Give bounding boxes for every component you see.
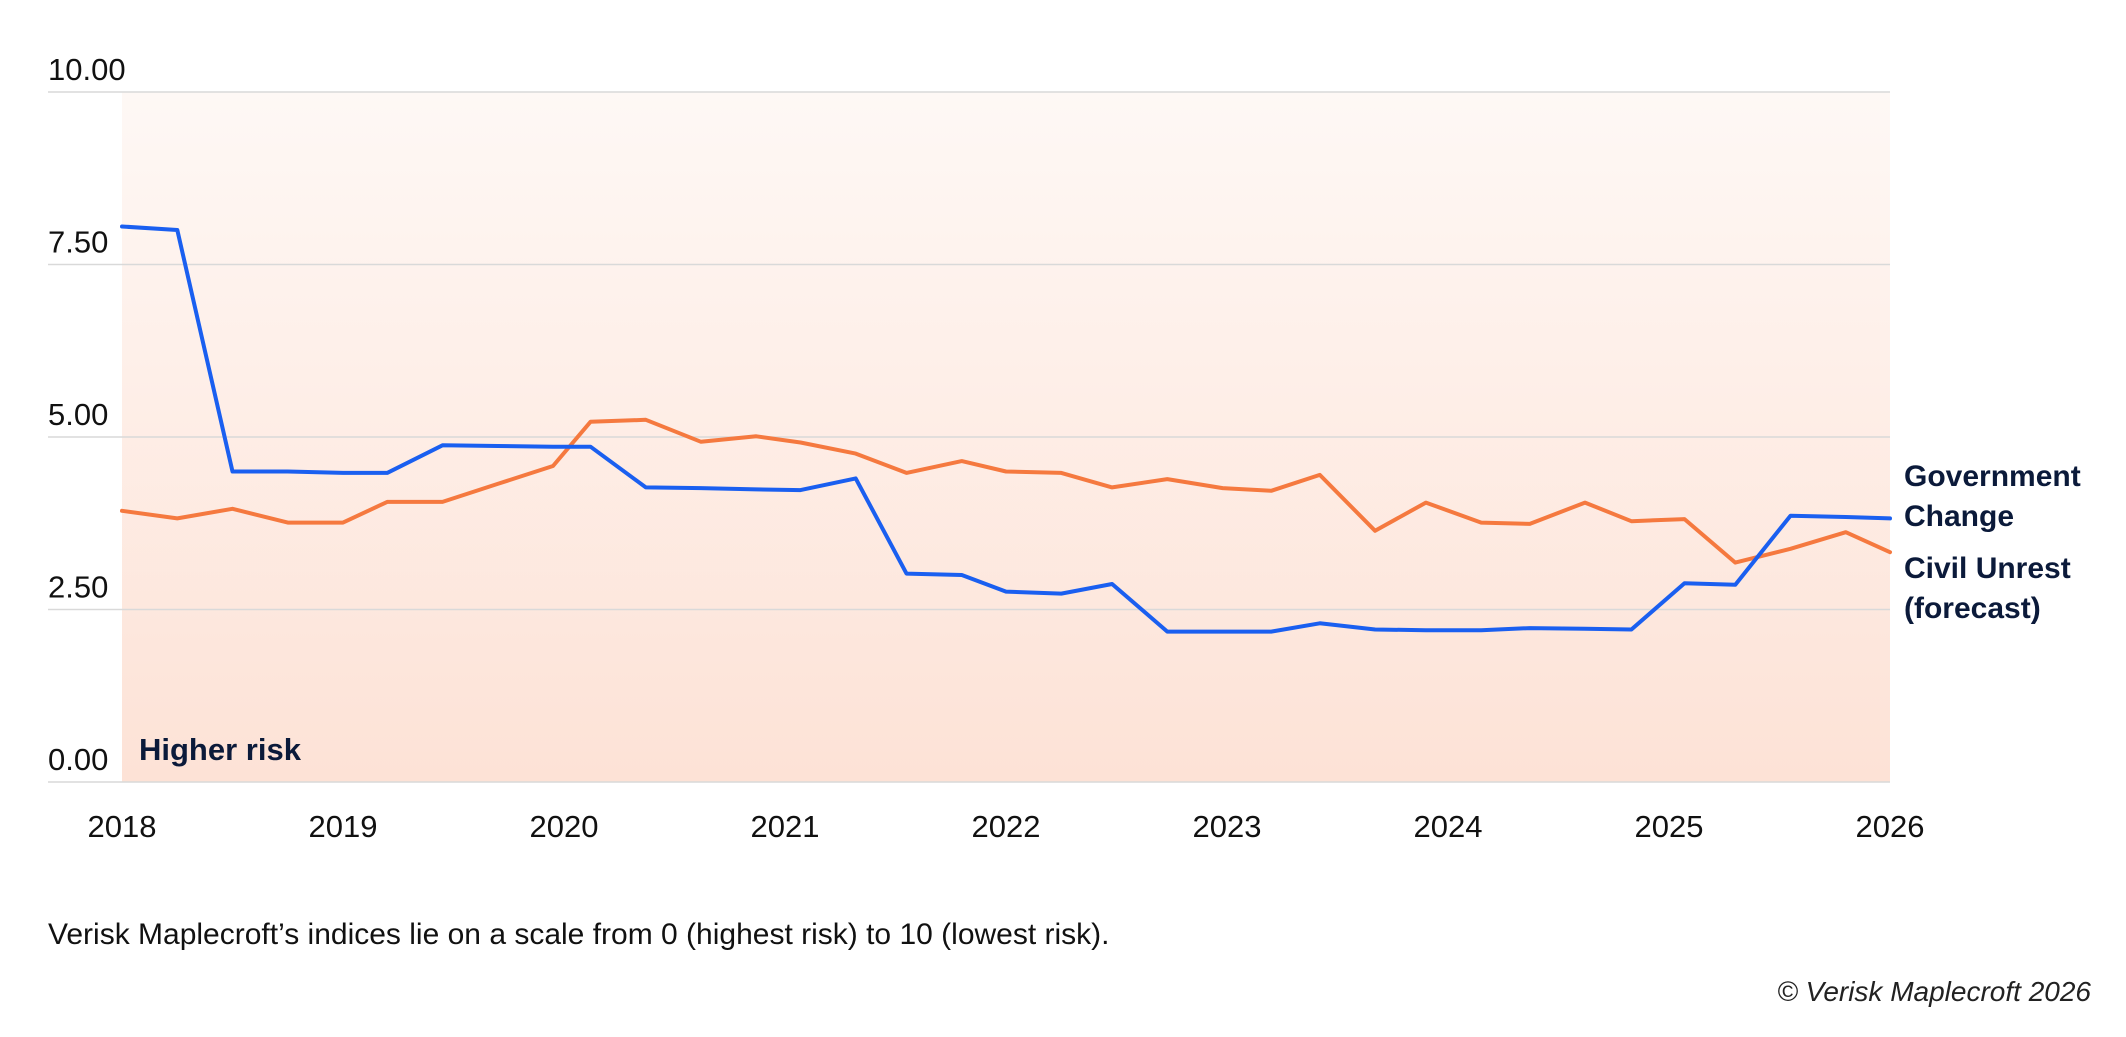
copyright: © Verisk Maplecroft 2026: [1777, 976, 2091, 1007]
x-tick-label: 2023: [1193, 809, 1262, 844]
x-tick-label: 2019: [309, 809, 378, 844]
gridlines: [48, 91, 1890, 783]
x-tick-label: 2021: [751, 809, 820, 844]
x-tick-label: 2020: [530, 809, 599, 844]
y-tick-label: 7.50: [48, 225, 108, 260]
y-tick-label: 5.00: [48, 397, 108, 432]
higher-risk-label: Higher risk: [139, 732, 302, 767]
series-labels: Government Change Civil Unrest (forecast): [1904, 460, 2081, 625]
civil-unrest-line: [120, 417, 1892, 565]
x-tick-label: 2026: [1856, 809, 1925, 844]
government-change-label: Government Change: [1904, 460, 2081, 533]
series-lines: [120, 224, 1892, 634]
footnote: Verisk Maplecroft’s indices lie on a sca…: [48, 918, 1110, 951]
x-tick-label: 2018: [88, 809, 157, 844]
x-tick-label: 2022: [972, 809, 1041, 844]
y-axis-tick-labels: 0.00 2.50 5.00 7.50 10.00: [48, 52, 126, 777]
y-tick-label: 2.50: [48, 570, 108, 605]
x-tick-label: 2025: [1635, 809, 1704, 844]
government-change-line: [120, 224, 1892, 634]
x-axis-tick-labels: 2018 2019 2020 2021 2022 2023 2024 2025 2026: [88, 809, 1925, 844]
civil-unrest-label: Civil Unrest (forecast): [1904, 552, 2071, 625]
y-tick-label: 0.00: [48, 742, 108, 777]
y-tick-label: 10.00: [48, 52, 126, 87]
x-tick-label: 2024: [1414, 809, 1483, 844]
